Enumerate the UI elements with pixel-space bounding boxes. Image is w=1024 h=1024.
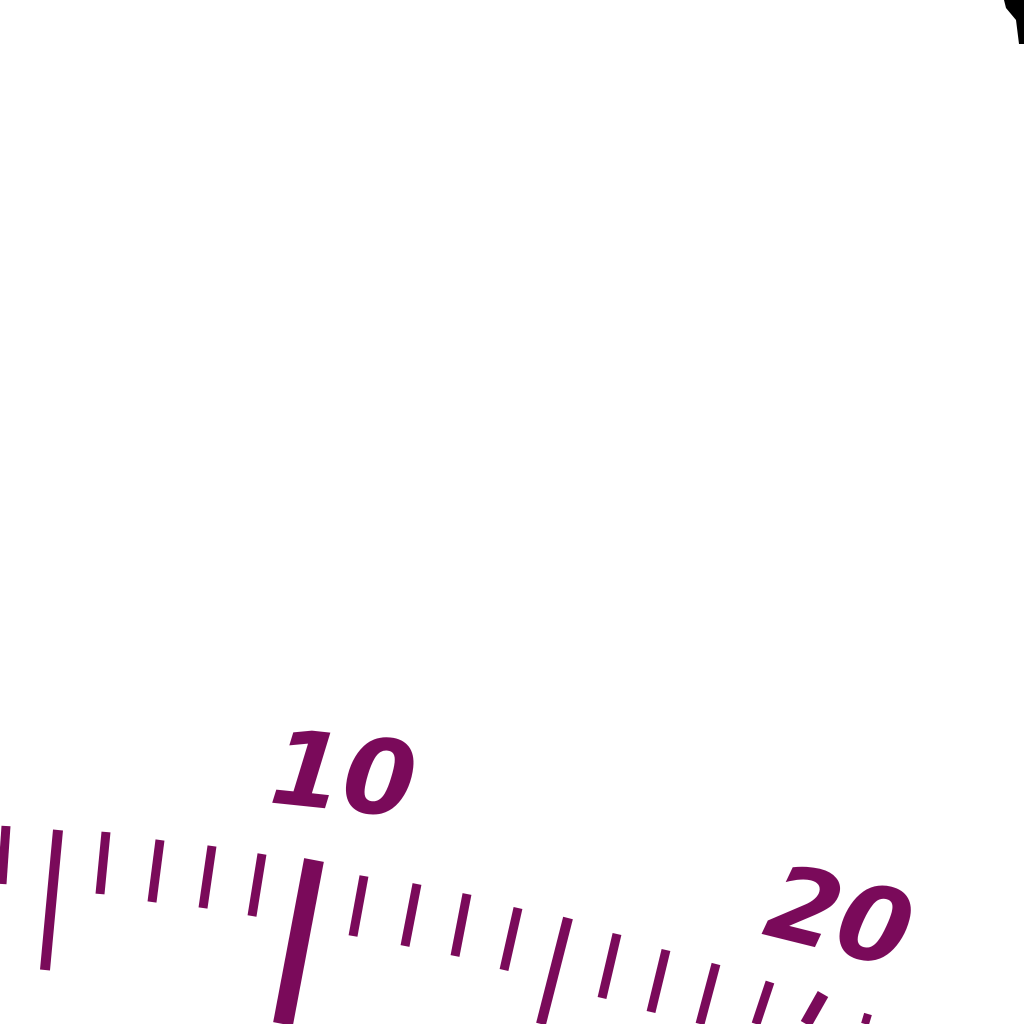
tick-mark xyxy=(800,991,829,1024)
tick-mark xyxy=(695,962,721,1024)
tick-mark xyxy=(861,1012,872,1024)
tick-mark xyxy=(0,825,11,885)
tick-mark xyxy=(400,883,422,947)
tick-mark xyxy=(147,839,165,903)
tick-mark xyxy=(499,907,523,971)
tick-mark xyxy=(646,948,671,1014)
scale-label-10: 10 xyxy=(265,706,422,842)
tick-mark xyxy=(273,858,324,1024)
tick-mark xyxy=(450,893,472,957)
tick-marks xyxy=(0,825,872,1024)
tick-mark xyxy=(536,916,573,1024)
tick-mark xyxy=(247,853,267,917)
tick-mark xyxy=(751,980,775,1024)
tick-mark xyxy=(348,875,369,937)
tick-mark xyxy=(40,829,63,971)
needle-fragment xyxy=(1004,0,1024,44)
tick-mark xyxy=(597,932,622,1000)
tick-mark xyxy=(198,845,217,909)
scale-label-20: 20 xyxy=(755,840,925,993)
tick-mark xyxy=(95,831,111,895)
